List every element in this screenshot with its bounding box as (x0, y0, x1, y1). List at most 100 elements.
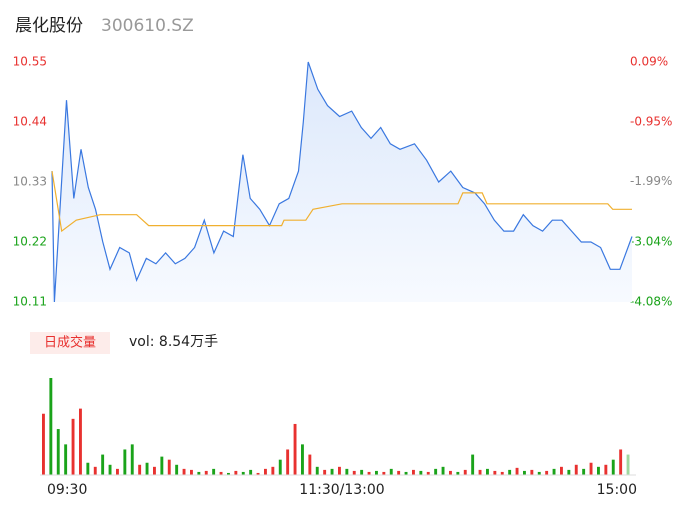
volume-bar (234, 470, 238, 475)
volume-bar (101, 454, 105, 475)
volume-bar (153, 466, 156, 475)
volume-bar (523, 470, 526, 475)
volume-bar (478, 469, 482, 475)
volume-bar (308, 454, 312, 475)
volume-bar (582, 468, 586, 475)
volume-bar (160, 456, 164, 475)
volume-bar (182, 468, 186, 475)
volume-bar (323, 469, 327, 475)
volume-bar (567, 469, 571, 475)
volume-bar (345, 468, 349, 475)
volume-bar (190, 469, 193, 475)
volume-bar (389, 468, 393, 475)
y2-tick-label: -1.99% (630, 174, 672, 188)
y2-tick-label: -3.04% (630, 235, 672, 249)
volume-bar (293, 423, 297, 475)
volume-bar (367, 471, 371, 475)
stock-code: 300610.SZ (101, 16, 194, 36)
y-tick-label: 10.33 (13, 175, 47, 189)
volume-bar (611, 459, 615, 475)
volume-bar (301, 444, 304, 475)
volume-bar (167, 459, 171, 475)
x-tick-label: 09:30 (47, 482, 87, 498)
volume-bar (116, 468, 119, 475)
volume-bar (286, 449, 290, 475)
volume-bar (500, 471, 504, 475)
volume-bar (515, 467, 519, 475)
volume-bar (108, 464, 112, 475)
volume-bar (419, 470, 423, 475)
y2-tick-label: 0.09% (630, 55, 668, 69)
volume-bar (249, 469, 253, 475)
volume-bar (456, 471, 460, 475)
volume-bar (597, 466, 600, 475)
volume-bar (604, 464, 608, 475)
volume-total: vol: 8.54万手 (129, 334, 218, 350)
volume-bar (175, 464, 179, 475)
y-tick-label: 10.55 (13, 55, 47, 69)
y-tick-label: 10.44 (13, 115, 47, 129)
stock-name: 晨化股份 (15, 16, 83, 36)
volume-bar (93, 466, 97, 475)
volume-bar (241, 471, 245, 475)
volume-bar (508, 469, 512, 475)
volume-bar (486, 468, 489, 475)
volume-bar (315, 466, 319, 475)
volume-bar (86, 462, 90, 475)
volume-bar (212, 468, 216, 475)
volume-bar (123, 449, 127, 475)
volume-tab-label[interactable]: 日成交量 (44, 335, 96, 351)
x-tick-label: 15:00 (597, 482, 637, 498)
y2-tick-label: -0.95% (630, 114, 672, 128)
volume-bar (589, 462, 593, 475)
volume-bar (256, 472, 260, 475)
volume-bar (360, 469, 364, 475)
volume-bar (619, 449, 623, 475)
volume-bar (463, 469, 467, 475)
average-line (51, 171, 632, 233)
volume-bar (227, 472, 230, 475)
x-tick-label: 11:30/13:00 (299, 482, 384, 498)
volume-bar (375, 470, 378, 475)
volume-bar (49, 378, 53, 475)
volume-bar (493, 470, 497, 475)
volume-bar (441, 466, 445, 475)
volume-bar (338, 466, 341, 475)
volume-bar (397, 470, 401, 475)
volume-bar (145, 462, 149, 475)
volume-bar (449, 470, 452, 475)
volume-bar (352, 470, 356, 475)
volume-bar (71, 418, 75, 475)
y-tick-label: 10.11 (13, 295, 47, 309)
volume-bar (79, 408, 82, 475)
volume-bar (271, 466, 275, 475)
volume-bar (560, 466, 563, 475)
volume-bar (382, 471, 386, 475)
volume-bar (42, 413, 45, 475)
volume-bar (412, 469, 415, 475)
volume-bar (530, 469, 534, 475)
price-line (51, 61, 633, 303)
price-area (52, 62, 632, 302)
volume-bar (197, 471, 201, 475)
volume-bar (426, 471, 430, 475)
volume-bar (574, 464, 578, 475)
volume-bar (138, 464, 142, 475)
volume-bar (264, 468, 267, 475)
volume-bar (64, 444, 68, 475)
volume-bar (545, 470, 549, 475)
volume-bar (219, 471, 223, 475)
volume-bar (626, 454, 630, 475)
volume-bar (204, 470, 208, 475)
volume-bar (56, 429, 60, 475)
volume-bar (130, 444, 134, 475)
volume-tab[interactable] (30, 332, 110, 354)
volume-bar (330, 468, 334, 475)
volume-bar (278, 459, 282, 475)
y-tick-label: 10.22 (13, 235, 47, 249)
volume-bar (434, 468, 438, 475)
volume-bar (404, 471, 408, 475)
volume-bar (552, 468, 556, 475)
